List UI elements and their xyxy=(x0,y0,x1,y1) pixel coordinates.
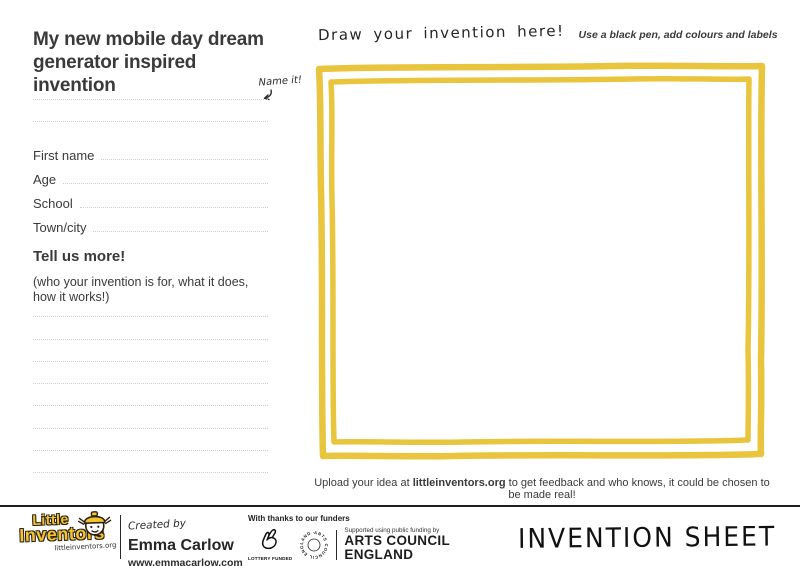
form-row-school: School xyxy=(33,187,268,211)
page-title-line2: generator inspired invention xyxy=(33,52,197,97)
writing-line xyxy=(33,317,268,340)
writing-line xyxy=(33,406,268,429)
arts-council-line1: ARTS COUNCIL xyxy=(344,533,451,548)
invention-name-line xyxy=(33,79,268,100)
draw-invention-heading: Draw your invention here! xyxy=(317,21,565,45)
little-inventors-logo: Little Inventors littleinventors.org xyxy=(7,511,117,554)
page-title-line1: My new mobile day dream xyxy=(33,29,264,50)
writing-line xyxy=(33,340,268,362)
lottery-funded-lockup: LOTTERY FUNDED xyxy=(248,528,292,561)
lottery-crossed-fingers-icon xyxy=(262,529,277,550)
tell-us-more-heading: Tell us more! xyxy=(33,248,126,265)
tell-us-more-subtext-line2: how it works!) xyxy=(33,289,110,304)
town-city-label: Town/city xyxy=(33,220,87,235)
drawing-area-frame xyxy=(314,60,770,466)
arts-council-lockup: Supported using public funding by ARTS C… xyxy=(344,527,450,562)
age-label: Age xyxy=(33,172,57,187)
tell-us-more-subtext: (who your invention is for, what it does… xyxy=(33,275,273,305)
lottery-funded-label: LOTTERY FUNDED xyxy=(248,556,293,562)
school-label: School xyxy=(33,196,73,211)
creator-url: www.emmacarlow.com xyxy=(128,557,243,566)
writing-line xyxy=(33,295,268,318)
tell-us-more-writing-area xyxy=(33,295,268,474)
footer: Little Inventors littleinventors.org Cre… xyxy=(0,505,800,566)
upload-caption-url: littleinventors.org xyxy=(412,477,506,489)
created-by-label: Created by xyxy=(127,517,187,533)
first-name-label: First name xyxy=(33,148,95,163)
invention-name-line xyxy=(33,101,268,122)
arts-supported-label: Supported using public funding by xyxy=(344,527,440,534)
upload-caption: Upload your idea at littleinventors.org … xyxy=(312,477,772,501)
upload-caption-prefix: Upload your idea at xyxy=(314,477,413,489)
page-title: My new mobile day dream generator inspir… xyxy=(33,28,283,98)
svg-text:ARTS COUNCIL ENGLAND ·: ARTS COUNCIL ENGLAND · xyxy=(299,530,329,560)
writing-line xyxy=(33,429,268,452)
town-city-line xyxy=(93,231,268,232)
funders-block: With thanks to our funders LOTTERY FUNDE… xyxy=(248,514,450,562)
created-by-block: Created by Emma Carlow www.emmacarlow.co… xyxy=(128,515,243,566)
creator-name: Emma Carlow xyxy=(128,537,234,554)
invention-sheet-title: INVENTION SHEET xyxy=(517,520,777,555)
tell-us-more-subtext-line1: (who your invention is for, what it does… xyxy=(33,275,249,289)
age-line xyxy=(63,183,268,184)
invention-name-field xyxy=(33,79,268,123)
draw-instruction: Use a black pen, add colours and labels xyxy=(578,29,778,41)
footer-divider xyxy=(120,515,121,559)
school-line xyxy=(79,207,268,208)
first-name-line xyxy=(101,159,268,160)
arts-council-roundel-icon: ARTS COUNCIL ENGLAND · xyxy=(299,530,329,560)
hand-drawn-yellow-frame xyxy=(315,62,766,460)
personal-details-form: First name Age School Town/city xyxy=(33,139,268,235)
funders-logos-row: LOTTERY FUNDED ARTS COUNCIL ENGLAND · Su… xyxy=(248,527,450,562)
funders-heading: With thanks to our funders xyxy=(248,514,350,523)
form-row-age: Age xyxy=(33,163,268,187)
upload-caption-suffix: to get feedback and who knows, it could … xyxy=(505,477,770,501)
arts-council-divider xyxy=(336,529,338,560)
form-row-first-name: First name xyxy=(33,139,268,163)
writing-line xyxy=(33,384,268,407)
arts-council-circle-text: ARTS COUNCIL ENGLAND · xyxy=(299,530,328,560)
form-row-town-city: Town/city xyxy=(33,211,268,235)
draw-header: Draw your invention here! Use a black pe… xyxy=(317,21,778,45)
writing-line xyxy=(33,362,268,385)
inventor-kid-icon xyxy=(77,511,112,536)
writing-line xyxy=(33,451,268,474)
arts-council-line2: ENGLAND xyxy=(344,547,414,563)
